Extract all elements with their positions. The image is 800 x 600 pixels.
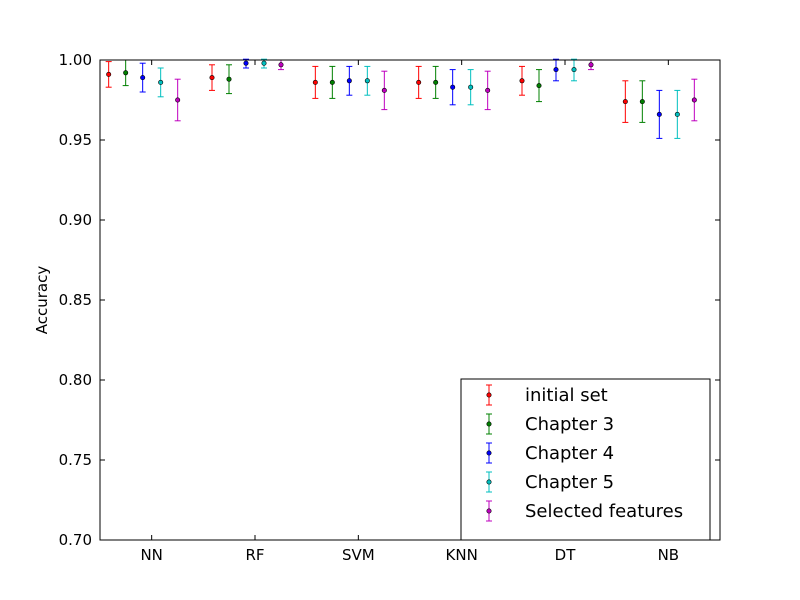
legend-marker — [486, 450, 492, 456]
data-point — [106, 71, 112, 77]
legend-marker — [486, 392, 492, 398]
series-1 — [122, 59, 646, 123]
series-4 — [174, 59, 698, 122]
y-tick-label: 0.75 — [59, 451, 92, 469]
y-tick-label: 0.90 — [59, 211, 92, 229]
axes: 0.70 0.75 0.80 0.85 0.90 0.95 1.00 NN RF SVM KNN DT… — [59, 51, 720, 564]
data-point — [468, 84, 474, 90]
data-point — [536, 83, 542, 89]
y-tick-label: 0.95 — [59, 131, 92, 149]
data-point — [226, 76, 232, 82]
legend-label: Selected features — [525, 501, 683, 522]
data-point — [622, 99, 628, 105]
data-point — [175, 97, 181, 103]
legend-label: Chapter 5 — [525, 472, 614, 493]
legend-entry: initial set — [486, 384, 608, 406]
data-point — [485, 87, 491, 93]
series-3 — [157, 58, 681, 139]
data-point — [416, 79, 422, 85]
x-tick-label: KNN — [446, 546, 478, 564]
data-point — [553, 67, 559, 73]
x-tick-label: NN — [140, 546, 162, 564]
legend-marker — [486, 508, 492, 514]
data-point — [261, 60, 267, 66]
y-tick-label: 0.80 — [59, 371, 92, 389]
data-point — [158, 79, 164, 85]
data-point — [140, 75, 146, 81]
data-point — [433, 79, 439, 85]
x-tick-label: RF — [245, 546, 264, 564]
legend-marker — [486, 421, 492, 427]
data-point — [656, 111, 662, 117]
x-tick-label: NB — [658, 546, 680, 564]
data-point — [588, 62, 594, 68]
data-point — [450, 84, 456, 90]
data-point — [381, 87, 387, 93]
y-tick-label: 1.00 — [59, 51, 92, 69]
legend-entry: Selected features — [486, 500, 683, 522]
data-point — [639, 99, 645, 105]
x-tick-label: DT — [555, 546, 577, 564]
data-point — [312, 79, 318, 85]
legend: initial set Chapter 3 Chapter 4 Chapter 5 Se… — [460, 378, 711, 541]
legend-box — [460, 378, 711, 541]
legend-entry: Chapter 4 — [486, 442, 614, 464]
series-2 — [139, 58, 663, 139]
data-point — [209, 75, 215, 81]
legend-label: Chapter 3 — [525, 414, 614, 435]
series-0 — [105, 61, 629, 123]
data-point — [346, 78, 352, 84]
data-point — [674, 111, 680, 117]
data-point — [243, 60, 249, 66]
data-point — [278, 62, 284, 68]
x-tick-label: SVM — [342, 546, 375, 564]
data-point — [329, 79, 335, 85]
y-tick-label: 0.70 — [59, 531, 92, 549]
y-axis-label: Accuracy — [33, 266, 51, 335]
data-marks — [105, 58, 698, 139]
data-point — [123, 70, 129, 76]
legend-label: initial set — [525, 385, 608, 406]
data-point — [691, 97, 697, 103]
legend-marker — [486, 479, 492, 485]
legend-entry: Chapter 5 — [486, 471, 614, 493]
legend-entry: Chapter 3 — [486, 413, 614, 435]
data-point — [519, 78, 525, 84]
data-point — [364, 78, 370, 84]
plot-border — [99, 59, 721, 541]
y-tick-label: 0.85 — [59, 291, 92, 309]
legend-label: Chapter 4 — [525, 443, 614, 464]
data-point — [571, 67, 577, 73]
